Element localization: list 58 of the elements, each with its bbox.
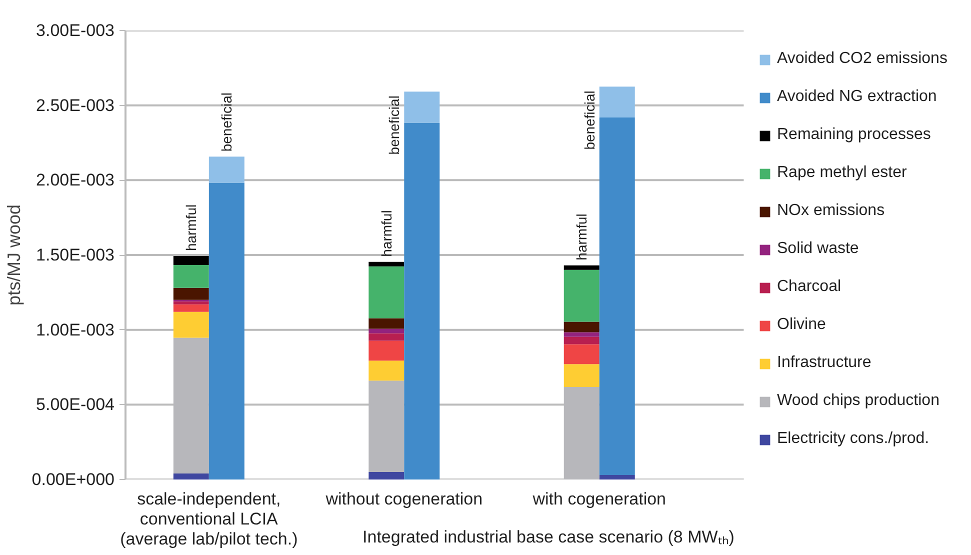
bar bbox=[564, 265, 600, 270]
bar bbox=[599, 117, 635, 476]
y-tick-label: 1.00E-003 bbox=[36, 320, 114, 340]
bar bbox=[173, 474, 209, 480]
annotation: beneficial bbox=[218, 92, 235, 152]
legend-label: Avoided CO2 emissions bbox=[777, 49, 948, 69]
annotation: beneficial bbox=[581, 90, 598, 150]
y-tick-label: 3.00E-003 bbox=[36, 21, 114, 40]
y-axis-title: pts/MJ wood bbox=[4, 204, 24, 306]
y-tick-label: 0.00E+000 bbox=[32, 470, 114, 489]
x-axis-title: Integrated industrial base case scenario (8 MWₜₕ) bbox=[362, 527, 734, 546]
bar bbox=[368, 472, 404, 480]
legend-label: Solid waste bbox=[777, 239, 859, 259]
legend-label: Charcoal bbox=[777, 277, 842, 297]
y-tick-label: 5.00E-004 bbox=[36, 395, 114, 414]
bar bbox=[368, 328, 404, 334]
legend-label: Avoided NG extraction bbox=[777, 87, 937, 107]
bar bbox=[368, 360, 404, 381]
bar bbox=[564, 322, 600, 332]
bar bbox=[173, 288, 209, 300]
legend-label: Electricity cons./prod. bbox=[777, 429, 930, 449]
bar bbox=[404, 122, 440, 480]
bar bbox=[173, 301, 209, 304]
x-tick-label: scale-independent, conventional LCIA (average lab/pilot tech.) bbox=[120, 490, 298, 548]
x-tick-label: without cogeneration bbox=[324, 490, 483, 508]
bar bbox=[404, 92, 440, 123]
bar bbox=[368, 318, 404, 329]
bar bbox=[564, 364, 600, 388]
bar bbox=[208, 156, 244, 183]
legend-label: Infrastructure bbox=[777, 353, 872, 373]
annotation: harmful bbox=[574, 214, 590, 260]
legend-label: Remaining processes bbox=[777, 125, 931, 145]
bar bbox=[173, 265, 209, 288]
x-tick-label: with cogeneration bbox=[532, 490, 666, 508]
y-tick-label: 2.50E-003 bbox=[36, 96, 114, 115]
bar bbox=[599, 86, 635, 118]
bar bbox=[564, 344, 600, 364]
bar bbox=[368, 266, 404, 318]
bar bbox=[564, 332, 600, 337]
annotation: harmful bbox=[183, 204, 200, 252]
bar bbox=[368, 333, 404, 341]
bar bbox=[173, 312, 209, 338]
annotation: harmful bbox=[378, 210, 394, 257]
legend-label: Rape methyl ester bbox=[777, 163, 907, 183]
legend-label: Olivine bbox=[777, 315, 826, 335]
legend-label: Wood chips production bbox=[777, 391, 940, 411]
bar bbox=[173, 256, 209, 266]
annotation: beneficial bbox=[386, 96, 402, 155]
bar bbox=[208, 182, 244, 480]
y-tick-label: 1.50E-003 bbox=[36, 246, 114, 264]
legend-label: NOx emissions bbox=[777, 201, 885, 221]
bar bbox=[564, 336, 600, 344]
bar bbox=[564, 270, 600, 322]
bar bbox=[368, 262, 404, 266]
bar bbox=[368, 340, 404, 361]
y-tick-label: 2.00E-003 bbox=[36, 170, 114, 190]
bar bbox=[599, 475, 635, 480]
bar bbox=[173, 304, 209, 312]
